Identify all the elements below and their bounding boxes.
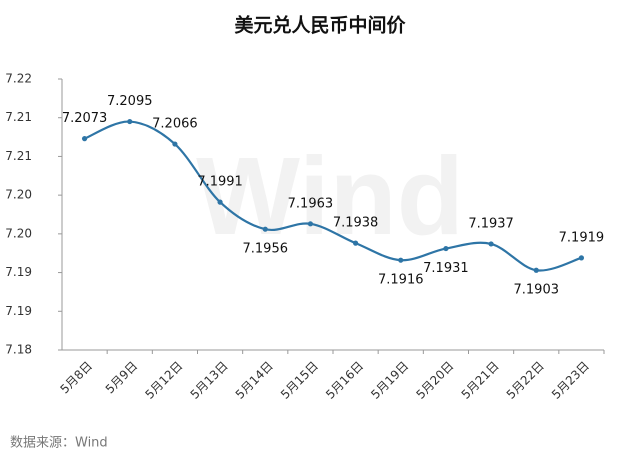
y-tick-label: 7.18 — [5, 343, 32, 357]
value-label: 7.1991 — [197, 175, 243, 190]
x-tick-label: 5月16日 — [323, 359, 366, 402]
x-tick-label: 5月14日 — [233, 359, 276, 402]
y-tick-label: 7.20 — [5, 226, 32, 240]
point — [262, 226, 268, 232]
value-label: 7.2066 — [152, 117, 198, 132]
point — [127, 118, 133, 125]
x-tick-label: 5月19日 — [368, 359, 411, 402]
value-label: 7.1931 — [423, 261, 469, 276]
point — [172, 141, 178, 147]
y-tick-label: 7.22 — [5, 72, 32, 86]
point — [578, 255, 585, 261]
source: 数据来源：Wind — [10, 436, 108, 451]
x-tick-label: 5月15日 — [278, 359, 321, 402]
value-label: 7.1903 — [514, 283, 560, 298]
point — [352, 240, 359, 246]
value-label: 7.2095 — [107, 94, 153, 109]
value-label: 7.2073 — [62, 111, 108, 126]
line — [84, 120, 582, 272]
chart-title: 美元兑人民币中间价 — [234, 14, 406, 37]
point — [217, 199, 223, 205]
y-tick-label: 7.21 — [5, 149, 32, 163]
point — [533, 267, 539, 273]
x-tick-label: 5月23日 — [549, 359, 592, 402]
x-tick-label: 5月12日 — [142, 359, 185, 402]
x-tick-label: 5月20日 — [413, 359, 456, 402]
x-tick-label: 5月8日 — [58, 359, 96, 397]
y-tick-label: 7.19 — [5, 304, 32, 318]
value-label: 7.1956 — [243, 242, 289, 257]
y-tick-label: 7.20 — [5, 188, 32, 202]
x-tick-label: 5月21日 — [459, 359, 502, 402]
point — [398, 257, 404, 263]
y-tick-label: 7.21 — [5, 110, 32, 124]
x-tick-label: 5月13日 — [188, 359, 231, 402]
watermark: Wind — [196, 135, 464, 258]
value-label: 7.1916 — [378, 273, 424, 288]
point — [443, 245, 449, 252]
x-tick-label: 5月22日 — [504, 359, 547, 402]
y-tick-label: 7.19 — [5, 265, 32, 279]
value-label: 7.1963 — [288, 196, 334, 211]
point — [488, 241, 494, 247]
value-label: 7.1919 — [559, 230, 605, 245]
point — [307, 221, 314, 227]
point — [81, 136, 88, 142]
x-tick-label: 5月9日 — [103, 359, 141, 397]
value-label: 7.1937 — [468, 216, 514, 231]
value-label: 7.1938 — [333, 216, 379, 231]
